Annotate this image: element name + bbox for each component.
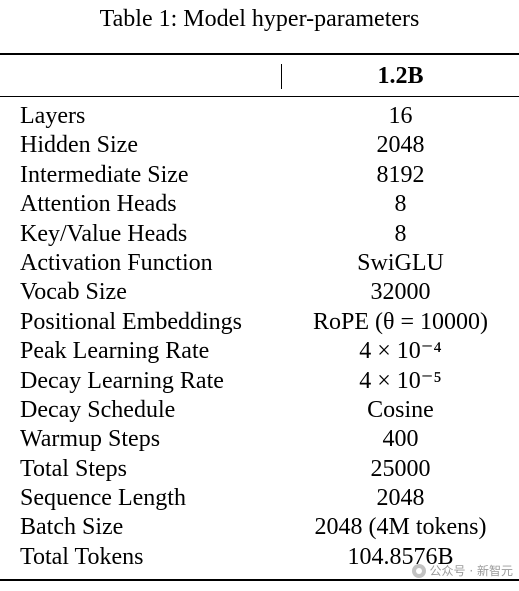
bottom-rule bbox=[0, 579, 519, 581]
table-row: Decay Schedule Cosine bbox=[0, 396, 519, 425]
row-value: 2048 bbox=[376, 132, 425, 159]
row-label: Sequence Length bbox=[20, 485, 186, 512]
table-row: Hidden Size 2048 bbox=[0, 131, 519, 160]
table-row: Key/Value Heads 8 bbox=[0, 220, 519, 249]
table-row: Attention Heads 8 bbox=[0, 190, 519, 219]
table-row: Intermediate Size 8192 bbox=[0, 161, 519, 190]
table-row: Total Tokens 104.8576B bbox=[0, 543, 519, 572]
row-value: 16 bbox=[388, 103, 413, 129]
table-row: Activation Function SwiGLU bbox=[0, 249, 519, 278]
row-label: Hidden Size bbox=[20, 132, 138, 159]
table-row: Decay Learning Rate 4 × 10⁻⁵ bbox=[0, 367, 519, 396]
row-label: Total Tokens bbox=[20, 543, 144, 570]
row-label: Vocab Size bbox=[20, 279, 127, 306]
row-label: Total Steps bbox=[20, 455, 127, 482]
watermark: 公众号 · 新智元 bbox=[411, 562, 513, 579]
row-label: Intermediate Size bbox=[20, 161, 189, 188]
row-label: Warmup Steps bbox=[20, 426, 161, 453]
row-value: Cosine bbox=[367, 396, 434, 423]
row-label: Decay Learning Rate bbox=[20, 367, 224, 394]
row-value: 4 × 10⁻⁵ bbox=[359, 367, 442, 394]
column-header-model-size: 1.2B bbox=[377, 63, 424, 89]
column-divider bbox=[281, 64, 282, 89]
table-row: Vocab Size 32000 bbox=[0, 278, 519, 307]
row-value: 2048 (4M tokens) bbox=[314, 514, 487, 541]
table-header: 1.2B bbox=[0, 60, 519, 92]
wechat-icon bbox=[411, 563, 426, 578]
row-label: Decay Schedule bbox=[20, 396, 176, 423]
table-caption: Table 1: Model hyper-parameters bbox=[99, 6, 420, 32]
row-value: 104.8576B bbox=[347, 543, 454, 570]
row-label: Layers bbox=[20, 103, 86, 129]
row-value: 8192 bbox=[376, 161, 425, 188]
row-value: 4 × 10⁻⁴ bbox=[359, 338, 442, 365]
table-row: Total Steps 25000 bbox=[0, 455, 519, 484]
row-value: SwiGLU bbox=[357, 249, 444, 276]
row-value: 32000 bbox=[370, 279, 431, 306]
header-rule bbox=[0, 96, 519, 97]
row-label: Positional Embeddings bbox=[20, 308, 242, 335]
table-body: Layers 16 Hidden Size 2048 Intermediate Size… bbox=[0, 102, 519, 572]
watermark-text: 公众号 · 新智元 bbox=[429, 564, 513, 578]
row-value: RoPE (θ = 10000) bbox=[312, 308, 489, 335]
table-row: Peak Learning Rate 4 × 10⁻⁴ bbox=[0, 337, 519, 366]
row-value: 8 bbox=[394, 191, 407, 218]
row-label: Key/Value Heads bbox=[20, 220, 188, 247]
row-value: 2048 bbox=[376, 485, 425, 512]
table-row: Sequence Length 2048 bbox=[0, 484, 519, 513]
table-row: Warmup Steps 400 bbox=[0, 425, 519, 454]
row-value: 400 bbox=[382, 426, 419, 453]
table-row: Batch Size 2048 (4M tokens) bbox=[0, 513, 519, 542]
row-value: 25000 bbox=[370, 455, 431, 482]
row-label: Activation Function bbox=[20, 249, 213, 276]
row-label: Attention Heads bbox=[20, 191, 177, 218]
top-rule bbox=[0, 53, 519, 55]
row-label: Batch Size bbox=[20, 514, 124, 541]
table-row: Positional Embeddings RoPE (θ = 10000) bbox=[0, 308, 519, 337]
table-row: Layers 16 bbox=[0, 102, 519, 131]
row-label: Peak Learning Rate bbox=[20, 338, 210, 365]
row-value: 8 bbox=[394, 220, 407, 247]
